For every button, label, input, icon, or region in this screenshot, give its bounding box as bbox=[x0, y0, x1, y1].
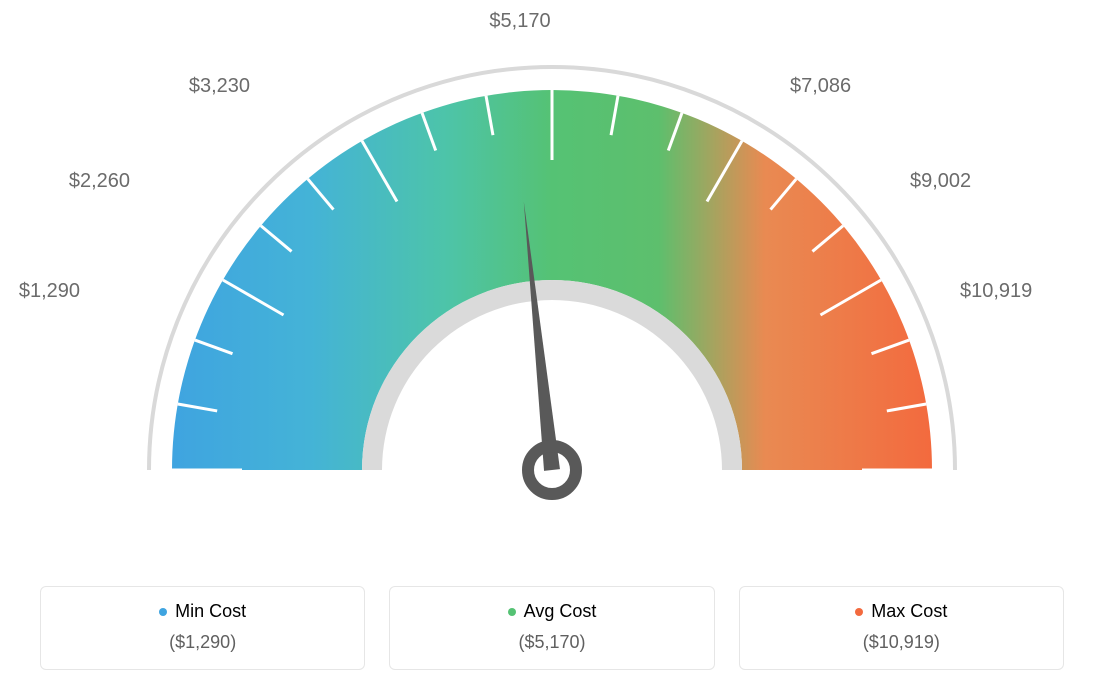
gauge-tick-label: $3,230 bbox=[189, 75, 250, 98]
legend-max-dot bbox=[855, 608, 863, 616]
legend-max-title: Max Cost bbox=[750, 601, 1053, 622]
legend-min-label: Min Cost bbox=[175, 601, 246, 621]
legend-avg: Avg Cost ($5,170) bbox=[389, 586, 714, 670]
legend-max-label: Max Cost bbox=[871, 601, 947, 621]
legend-avg-value: ($5,170) bbox=[400, 632, 703, 653]
legend-avg-dot bbox=[508, 608, 516, 616]
gauge-tick-label: $9,002 bbox=[910, 170, 971, 193]
legend-min: Min Cost ($1,290) bbox=[40, 586, 365, 670]
gauge-tick-label: $1,290 bbox=[19, 280, 80, 303]
legend-avg-title: Avg Cost bbox=[400, 601, 703, 622]
legend-avg-label: Avg Cost bbox=[524, 601, 597, 621]
gauge-svg bbox=[0, 0, 1104, 550]
legend-max-value: ($10,919) bbox=[750, 632, 1053, 653]
legend-min-dot bbox=[159, 608, 167, 616]
legend-max: Max Cost ($10,919) bbox=[739, 586, 1064, 670]
legend-row: Min Cost ($1,290) Avg Cost ($5,170) Max … bbox=[40, 586, 1064, 670]
gauge-tick-label: $7,086 bbox=[790, 75, 851, 98]
gauge-tick-label: $10,919 bbox=[960, 280, 1032, 303]
cost-gauge-chart: $1,290 $2,260 $3,230 $5,170 $7,086 $9,002 $10,… bbox=[0, 0, 1104, 550]
gauge-tick-label: $2,260 bbox=[69, 170, 130, 193]
legend-min-title: Min Cost bbox=[51, 601, 354, 622]
gauge-tick-label: $5,170 bbox=[489, 10, 550, 33]
legend-min-value: ($1,290) bbox=[51, 632, 354, 653]
